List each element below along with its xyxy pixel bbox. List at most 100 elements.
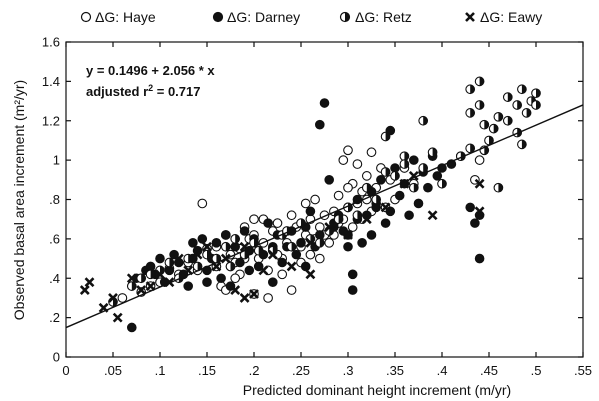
point-eawy	[249, 289, 259, 299]
point-retz	[437, 178, 447, 189]
point-retz	[220, 241, 231, 252]
point-darney	[315, 119, 325, 130]
y-tick-label: 1	[53, 153, 60, 168]
point-retz	[465, 108, 476, 118]
point-retz	[493, 182, 504, 193]
adjusted-r2-prefix: adjusted r	[86, 84, 148, 99]
point-darney	[423, 182, 433, 193]
point-retz	[531, 88, 541, 99]
point-eawy	[267, 249, 278, 260]
point-darney	[239, 226, 250, 236]
point-darney	[376, 175, 386, 185]
legend-label-retz: ΔG: Retz	[355, 9, 412, 25]
point-darney	[432, 171, 443, 181]
point-retz	[192, 261, 203, 272]
point-retz	[399, 151, 410, 162]
legend: ΔG: Haye ΔG: Darney ΔG: Retz ΔG: Eawy	[80, 9, 542, 25]
point-retz	[512, 100, 523, 110]
point-eawy	[230, 285, 241, 295]
x-tick-label: .25	[292, 363, 310, 378]
point-eawy	[84, 277, 95, 288]
point-retz	[183, 253, 194, 264]
point-eawy	[380, 202, 391, 213]
point-darney	[183, 281, 193, 291]
y-tick-label: .8	[49, 192, 60, 207]
point-retz	[352, 210, 363, 221]
y-tick-label: 1.2	[42, 113, 60, 128]
point-haye	[117, 293, 128, 303]
point-eawy	[79, 285, 90, 295]
point-haye	[300, 198, 311, 209]
point-haye	[286, 285, 297, 295]
legend-label-haye: ΔG: Haye	[95, 9, 156, 25]
point-retz	[488, 123, 499, 134]
legend-marker-half-circle-fill	[345, 12, 350, 22]
point-darney	[347, 285, 358, 295]
point-retz	[517, 84, 527, 95]
y-axis-title: Observed basal area increment (m²/yr)	[11, 80, 27, 320]
point-retz	[502, 92, 513, 102]
y-tick-label: 1.4	[42, 74, 60, 89]
point-eawy	[324, 222, 335, 232]
point-darney	[380, 218, 391, 228]
point-eawy	[155, 269, 165, 280]
point-eawy	[192, 249, 203, 260]
legend-marker-filled-circle	[212, 11, 224, 23]
legend-item-haye: ΔG: Haye	[80, 9, 156, 25]
point-darney	[263, 218, 273, 228]
point-eawy	[239, 293, 250, 303]
point-eawy	[108, 293, 118, 303]
x-tick-label: .05	[104, 363, 122, 378]
point-haye	[333, 190, 344, 201]
point-haye	[277, 269, 288, 280]
y-tick-label: .6	[49, 231, 60, 246]
point-haye	[310, 194, 320, 205]
point-eawy	[173, 253, 184, 264]
point-darney	[221, 230, 231, 240]
point-retz	[465, 143, 476, 154]
x-tick-label: .35	[386, 363, 404, 378]
adjusted-r2-value: = 0.717	[153, 84, 200, 99]
point-darney	[155, 253, 165, 264]
point-eawy	[474, 206, 485, 217]
point-retz	[136, 273, 147, 284]
y-tick-label: 1.6	[42, 35, 60, 50]
regression-equation: y = 0.1496 + 2.056 * x	[86, 63, 215, 78]
point-darney	[371, 202, 382, 213]
x-tick-label: .55	[574, 363, 592, 378]
point-retz	[314, 237, 325, 248]
point-retz	[225, 261, 236, 272]
data-points	[79, 76, 541, 333]
point-haye	[474, 155, 485, 165]
point-retz	[493, 111, 504, 122]
point-darney	[211, 238, 222, 248]
point-retz	[371, 194, 382, 205]
point-haye	[197, 198, 208, 209]
point-retz	[474, 76, 485, 87]
point-retz	[418, 115, 429, 126]
point-darney	[390, 163, 400, 173]
point-retz	[333, 214, 344, 225]
x-tick-label: .4	[437, 363, 448, 378]
point-haye	[343, 145, 353, 156]
point-haye	[230, 273, 241, 284]
y-tick-label: .4	[49, 271, 60, 286]
point-darney	[357, 238, 367, 248]
point-retz	[361, 182, 372, 193]
x-tick-label: .5	[531, 363, 542, 378]
point-haye	[272, 218, 283, 228]
point-darney	[188, 238, 198, 248]
point-darney	[470, 218, 480, 228]
point-darney	[347, 269, 358, 280]
point-darney	[296, 238, 306, 248]
point-haye	[347, 222, 358, 232]
point-darney	[394, 190, 405, 201]
point-retz	[380, 131, 391, 142]
point-retz	[479, 145, 490, 156]
adjusted-r2-sup: 2	[148, 83, 153, 93]
point-retz	[521, 108, 532, 118]
y-tick-label: .2	[49, 310, 60, 325]
y-tick-label: 0	[53, 350, 60, 365]
point-haye	[305, 249, 316, 260]
x-tick-label: .15	[198, 363, 216, 378]
